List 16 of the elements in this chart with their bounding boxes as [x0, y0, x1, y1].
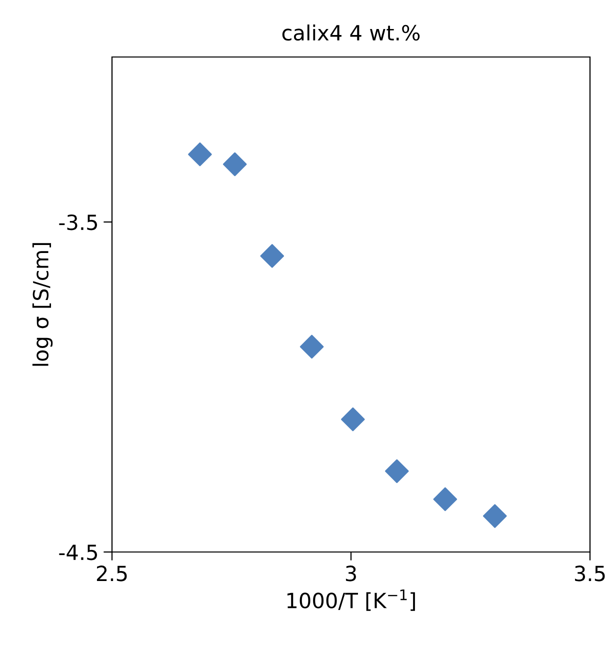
chart-title: calix4 4 wt.%	[282, 24, 420, 41]
y-tick-label: -4.5	[59, 544, 97, 560]
x-tick-label: 3	[346, 566, 356, 582]
point	[482, 504, 507, 528]
point	[222, 152, 247, 176]
point	[384, 459, 409, 484]
point	[260, 244, 284, 268]
x-tick-label: 3.5	[575, 566, 605, 582]
y-tick-label: -3.5	[59, 214, 97, 230]
point	[341, 407, 365, 432]
y-axis-title: log σ [S/cm]	[32, 243, 53, 366]
x-axis-title: 1000/T [K$^{−1}$]	[287, 589, 415, 611]
point	[433, 487, 458, 512]
point	[188, 142, 212, 166]
point	[300, 334, 324, 359]
x-tick-label: 2.5	[96, 566, 127, 582]
